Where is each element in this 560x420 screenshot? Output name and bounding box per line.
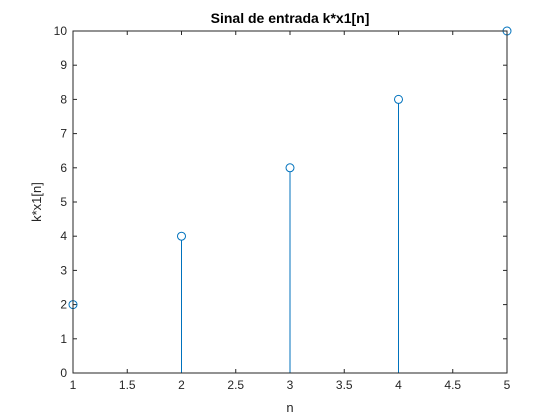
x-tick-label: 2.5 [227, 378, 244, 392]
x-tick-label: 3 [287, 378, 294, 392]
y-tick-label: 9 [60, 58, 67, 72]
x-tick-label: 2 [178, 378, 185, 392]
y-tick-label: 6 [60, 161, 67, 175]
y-tick-label: 0 [60, 366, 67, 380]
y-tick-label: 1 [60, 332, 67, 346]
y-tick-label: 2 [60, 298, 67, 312]
y-tick-label: 7 [60, 127, 67, 141]
y-axis-label: k*x1[n] [29, 182, 44, 222]
x-axis-label: n [286, 400, 293, 415]
y-tick-label: 3 [60, 263, 67, 277]
x-tick-label: 3.5 [336, 378, 353, 392]
y-tick-label: 5 [60, 195, 67, 209]
y-tick-label: 10 [54, 24, 68, 38]
x-tick-label: 1 [70, 378, 77, 392]
x-tick-label: 5 [504, 378, 511, 392]
x-tick-label: 4.5 [444, 378, 461, 392]
chart-title: Sinal de entrada k*x1[n] [211, 10, 370, 26]
y-tick-label: 4 [60, 229, 67, 243]
x-tick-label: 4 [395, 378, 402, 392]
y-tick-label: 8 [60, 92, 67, 106]
x-tick-label: 1.5 [119, 378, 136, 392]
